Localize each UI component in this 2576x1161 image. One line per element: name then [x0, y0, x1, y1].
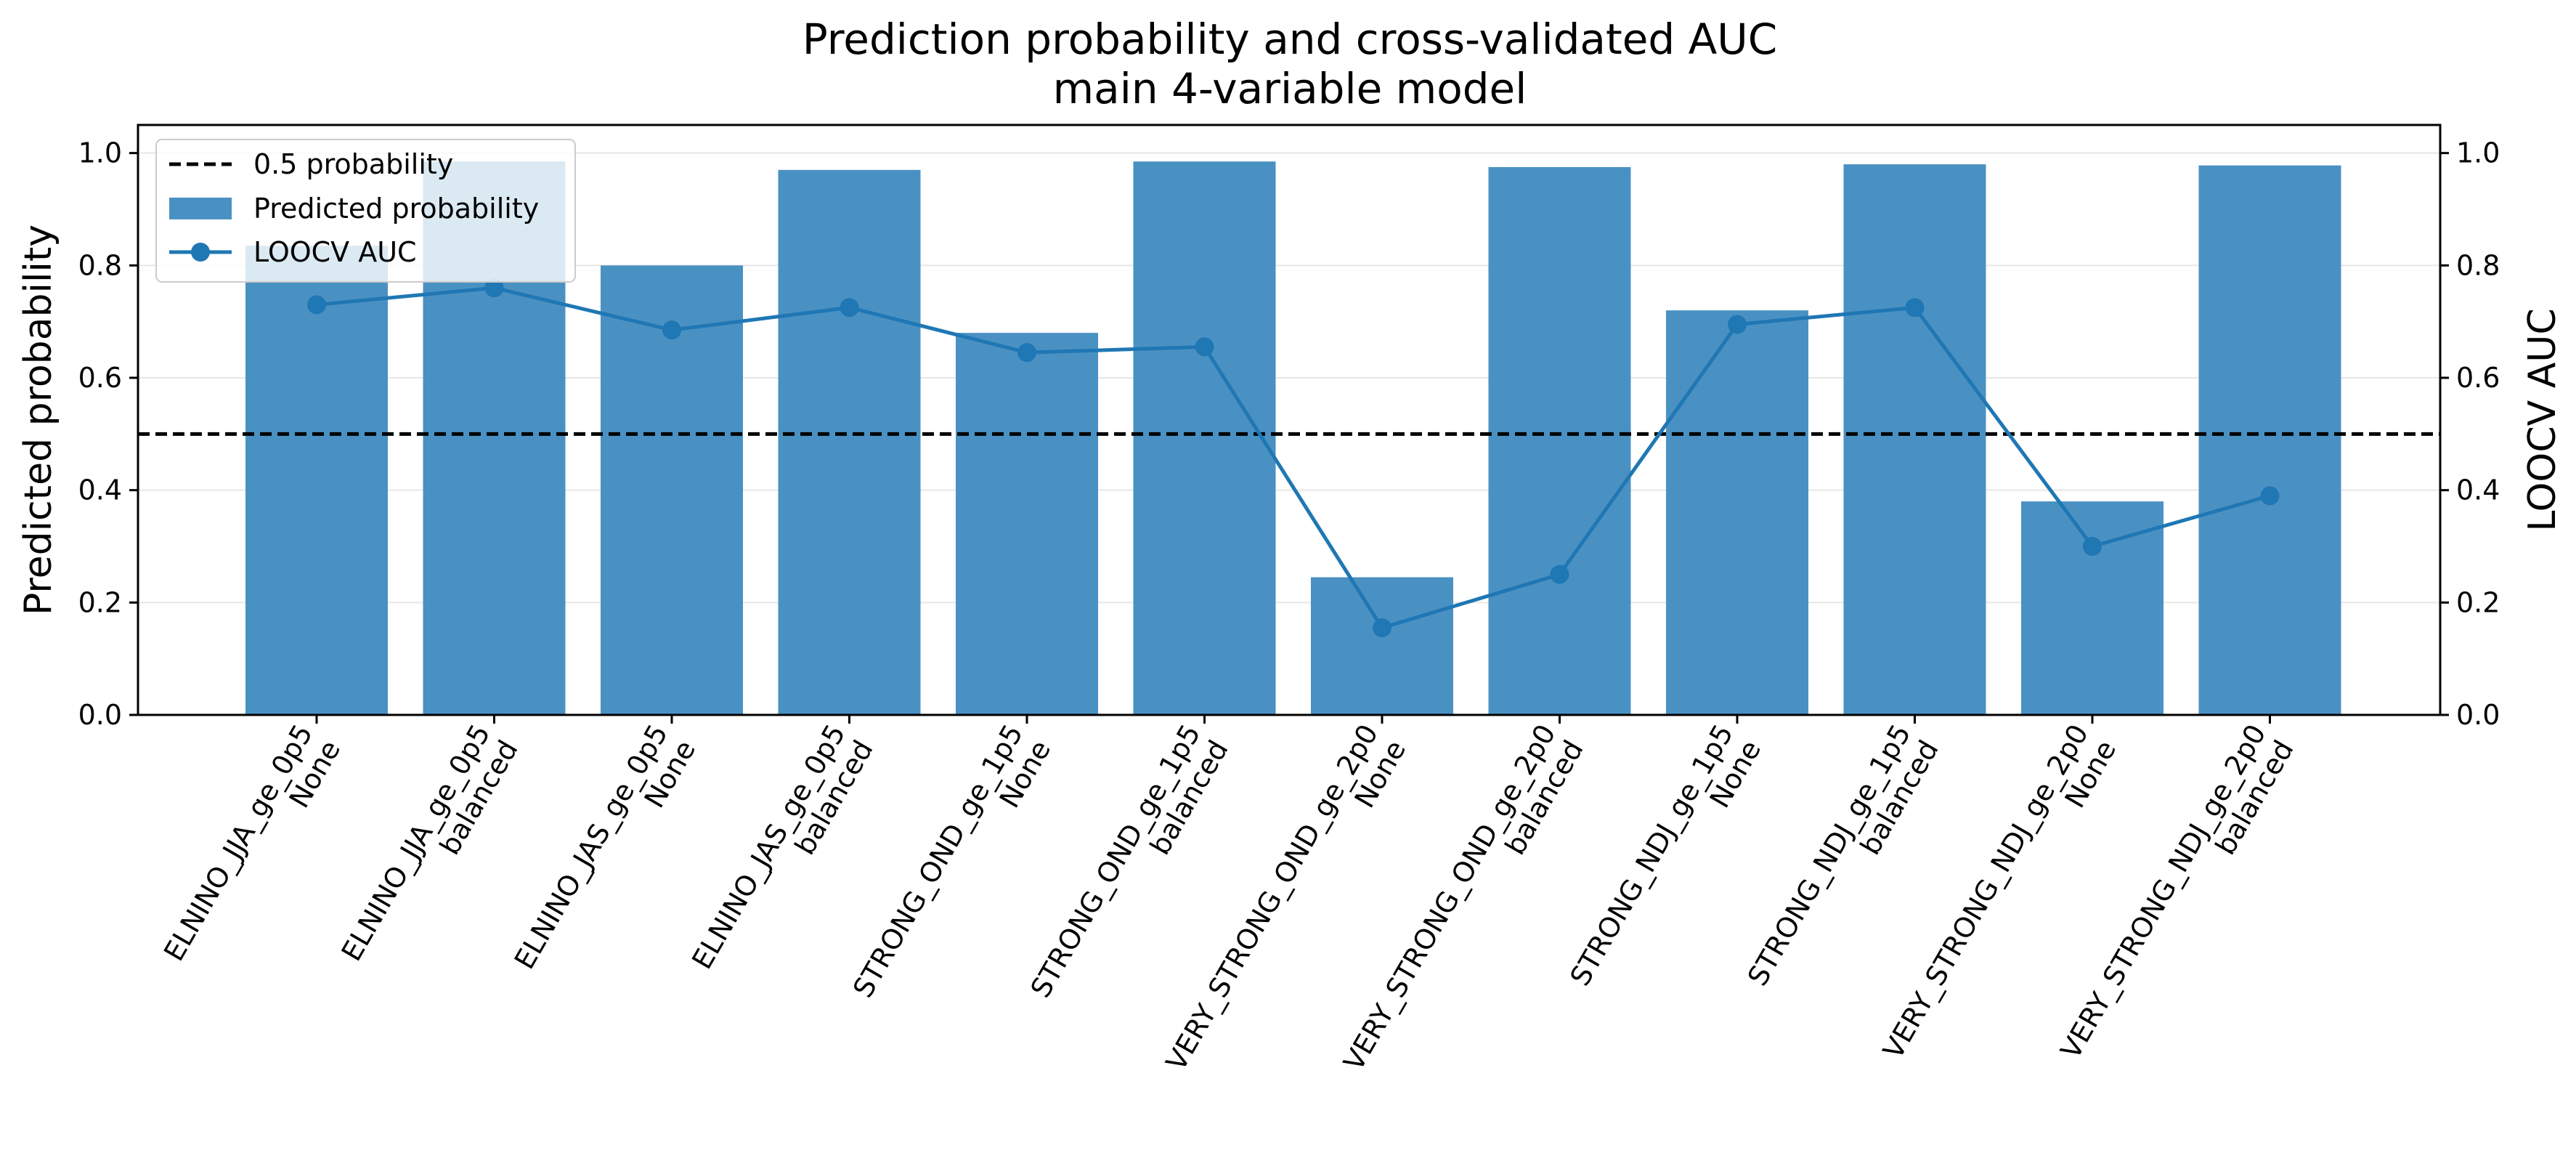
right-tick-label: 0.2 — [2456, 586, 2500, 618]
legend-label-auc-line: LOOCV AUC — [253, 236, 417, 268]
left-tick-label: 1.0 — [78, 137, 122, 169]
right-y-axis: 0.0 0.2 0.4 0.6 0.8 1.0 — [2440, 137, 2500, 731]
auc-point — [1550, 565, 1569, 584]
x-tick-label: STRONG_OND_ge_1p5None — [847, 719, 1057, 1019]
left-tick-label: 0.0 — [78, 699, 122, 731]
x-tick-label: STRONG_NDJ_ge_1p5balanced — [1742, 719, 1945, 1008]
x-tick-label: ELNINO_JJA_ge_0p5balanced — [336, 719, 524, 983]
left-tick-label: 0.6 — [78, 362, 122, 394]
legend-swatch-bars — [169, 198, 232, 219]
x-tick-label: STRONG_NDJ_ge_1p5None — [1564, 719, 1767, 1008]
auc-line — [316, 286, 2271, 631]
bar — [601, 265, 743, 715]
bar — [1133, 161, 1276, 715]
x-tick-label: ELNINO_JAS_ge_0p5balanced — [686, 719, 879, 991]
x-tick-label-line1: ELNINO_JJA_ge_0p5 — [336, 719, 497, 967]
auc-point — [2083, 537, 2102, 556]
auc-point — [1017, 343, 1036, 363]
chart-subtitle: main 4-variable model — [1053, 64, 1527, 113]
right-tick-label: 0.0 — [2456, 699, 2500, 731]
right-tick-label: 1.0 — [2456, 137, 2500, 169]
auc-point — [662, 320, 681, 340]
chart-title: Prediction probability and cross-validat… — [803, 15, 1778, 64]
legend-label-bars: Predicted probability — [253, 193, 539, 224]
x-tick-label-line1: ELNINO_JJA_ge_0p5 — [158, 719, 319, 967]
bars — [245, 161, 2341, 716]
auc-point — [1905, 298, 1925, 317]
auc-point — [2260, 486, 2280, 506]
x-tick-label-line1: ELNINO_JAS_ge_0p5 — [508, 719, 674, 975]
bar — [956, 333, 1098, 716]
x-tick-label-line1: STRONG_OND_ge_1p5 — [1024, 719, 1206, 1003]
bar — [1311, 577, 1453, 715]
auc-line-group — [307, 278, 2280, 638]
legend: 0.5 probability Predicted probability LO… — [155, 139, 576, 283]
y-axis-label: Predicted probability — [17, 224, 60, 615]
auc-point — [840, 298, 859, 317]
left-tick-label: 0.2 — [78, 586, 122, 618]
bar — [1488, 167, 1631, 715]
bar — [245, 246, 388, 715]
x-tick-label: STRONG_OND_ge_1p5balanced — [1024, 719, 1234, 1019]
auc-point — [1728, 315, 1747, 334]
x-tick-label-line1: STRONG_NDJ_ge_1p5 — [1564, 719, 1739, 992]
x-tick-label: ELNINO_JJA_ge_0p5None — [158, 719, 346, 983]
right-tick-label: 0.6 — [2456, 362, 2500, 394]
x-tick-label: ELNINO_JAS_ge_0p5None — [508, 719, 702, 991]
left-tick-label: 0.8 — [78, 249, 122, 281]
legend-frame — [155, 139, 576, 283]
auc-point — [307, 295, 326, 315]
left-tick-label: 0.4 — [78, 474, 122, 506]
legend-label-reference-line: 0.5 probability — [253, 148, 453, 180]
legend-swatch-auc-marker — [191, 243, 210, 262]
y-axis-label-right: LOOCV AUC — [2521, 308, 2564, 531]
x-axis: ELNINO_JJA_ge_0p5NoneELNINO_JJA_ge_0p5ba… — [158, 715, 2300, 1076]
plot-frame — [137, 124, 2442, 716]
bar — [1666, 310, 1808, 715]
auc-point — [1373, 618, 1391, 638]
x-tick-label-line1: STRONG_NDJ_ge_1p5 — [1742, 719, 1917, 992]
bar — [2198, 165, 2341, 715]
bar — [778, 169, 921, 715]
left-y-axis: 0.0 0.2 0.4 0.6 0.8 1.0 — [78, 137, 138, 731]
x-tick-label-line1: ELNINO_JAS_ge_0p5 — [686, 719, 851, 975]
right-tick-label: 0.8 — [2456, 249, 2500, 281]
x-tick-label-line1: STRONG_OND_ge_1p5 — [847, 719, 1029, 1003]
bar — [1843, 164, 1986, 716]
auc-point — [1195, 337, 1214, 357]
right-tick-label: 0.4 — [2456, 474, 2500, 506]
auc-point — [484, 278, 504, 298]
